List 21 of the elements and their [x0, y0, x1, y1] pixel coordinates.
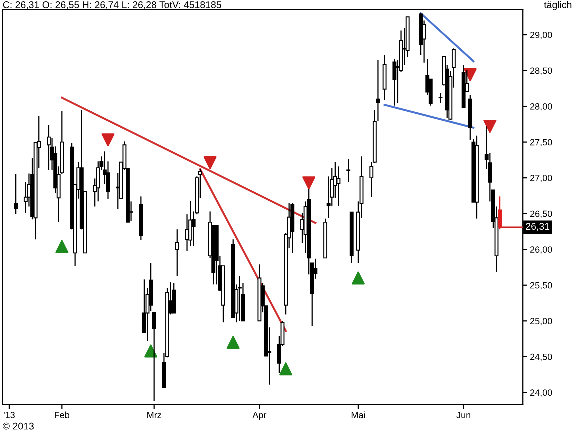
y-tick-label: 26,50 [530, 210, 552, 218]
y-tick-label: 25,00 [530, 318, 552, 326]
y-tick-label: 28,50 [530, 68, 552, 76]
y-tick-label: 27,00 [530, 175, 552, 182]
y-tick-label: 24,50 [530, 354, 552, 362]
chart-title: C: 26,31 O: 26,55 H: 26,74 L: 26,28 TotV: 4518185 [3, 2, 222, 10]
x-tick-label: '13 [4, 412, 15, 418]
y-tick-label: 27,50 [530, 139, 552, 147]
x-tick-label: Apr [252, 412, 267, 420]
y-tick-label: 29,00 [530, 32, 552, 40]
text: täglich [544, 1, 572, 10]
x-tick-label: Jun [456, 412, 471, 418]
y-tick-label: 28,00 [530, 104, 552, 111]
y-tick-label: 24,00 [530, 390, 552, 398]
text: © 2013 [3, 422, 34, 430]
y-tick-label: 25,50 [530, 282, 552, 290]
x-tick-label: Mai [352, 412, 366, 418]
annotation: 26,31 [526, 223, 550, 232]
x-tick-label: Mrz [148, 412, 162, 418]
y-tick-label: 26,00 [530, 246, 552, 254]
x-tick-label: Feb [55, 412, 70, 418]
